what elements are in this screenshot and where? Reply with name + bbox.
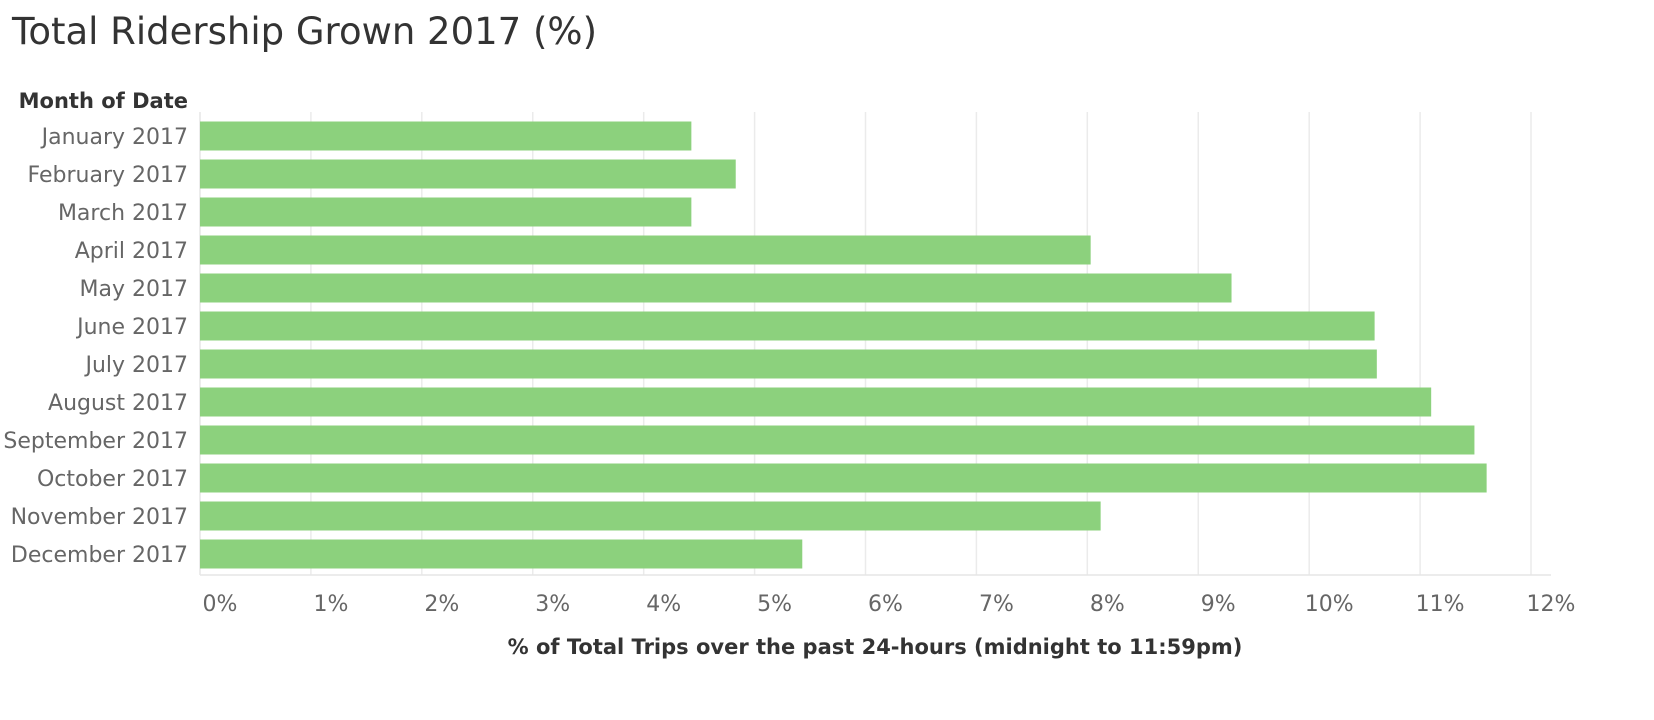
bar[interactable] — [200, 197, 692, 227]
bar[interactable] — [200, 159, 736, 189]
x-tick-label: 0% — [203, 592, 238, 617]
x-tick-label: 11% — [1416, 592, 1465, 617]
row-header: Month of Date — [19, 89, 188, 113]
category-label: July 2017 — [83, 353, 188, 378]
category-labels: January 2017 February 2017 March 2017 April… — [3, 125, 188, 568]
bar[interactable] — [200, 387, 1432, 417]
category-label: December 2017 — [11, 543, 188, 568]
category-label: August 2017 — [48, 391, 188, 416]
x-tick-label: 7% — [979, 592, 1014, 617]
bar[interactable] — [200, 349, 1377, 379]
x-tick-label: 3% — [535, 592, 570, 617]
bar[interactable] — [200, 311, 1375, 341]
bar[interactable] — [200, 235, 1091, 265]
x-tick-label: 8% — [1090, 592, 1125, 617]
bar[interactable] — [200, 539, 803, 569]
x-tick-label: 2% — [424, 592, 459, 617]
x-tick-label: 5% — [757, 592, 792, 617]
x-tick-label: 4% — [646, 592, 681, 617]
bar[interactable] — [200, 425, 1475, 455]
bars — [200, 121, 1487, 569]
category-label: January 2017 — [40, 125, 188, 150]
x-tick-label: 12% — [1527, 592, 1576, 617]
gridlines — [199, 112, 1551, 576]
bar[interactable] — [200, 273, 1232, 303]
category-label: October 2017 — [37, 467, 188, 492]
x-tick-label: 6% — [868, 592, 903, 617]
category-label: February 2017 — [28, 163, 188, 188]
bar[interactable] — [200, 121, 692, 151]
category-label: June 2017 — [75, 315, 188, 340]
x-tick-label: 1% — [313, 592, 348, 617]
chart-title: Total Ridership Grown 2017 (%) — [12, 10, 598, 53]
bar[interactable] — [200, 501, 1101, 531]
category-label: May 2017 — [80, 277, 188, 302]
category-label: March 2017 — [58, 201, 188, 226]
category-label: September 2017 — [3, 429, 188, 454]
x-axis-title: % of Total Trips over the past 24-hours … — [508, 635, 1243, 659]
bar[interactable] — [200, 463, 1487, 493]
x-tick-label: 9% — [1201, 592, 1236, 617]
x-tick-labels: 0% 1% 2% 3% 4% 5% 6% 7% 8% 9% 10% 11% 12% — [203, 592, 1576, 617]
category-label: November 2017 — [11, 505, 188, 530]
category-label: April 2017 — [75, 239, 188, 264]
x-tick-label: 10% — [1305, 592, 1354, 617]
